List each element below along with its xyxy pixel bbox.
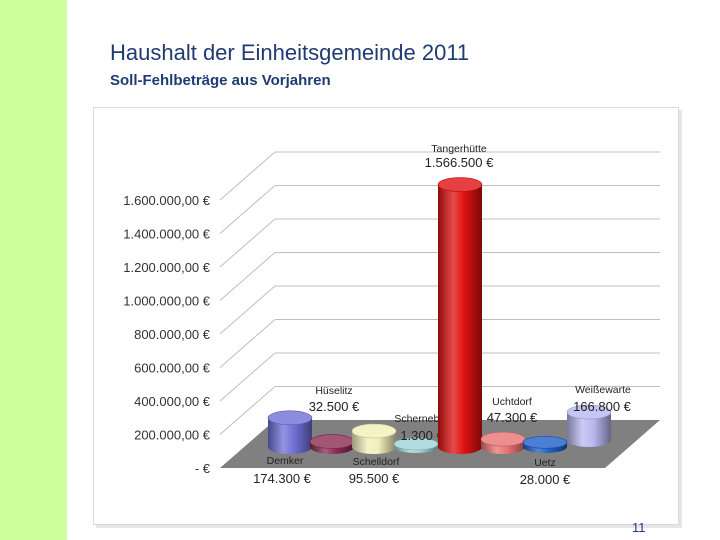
gridline-depth [219,218,276,268]
bar-demker [268,417,312,454]
gridline-depth [219,285,276,335]
value-label: 95.500 € [349,471,400,486]
y-tick-label: 1.400.000,00 € [123,227,211,242]
value-label: 47.300 € [487,410,538,425]
category-label: Uchtdorf [492,396,532,408]
category-label: Hüselitz [315,385,352,397]
y-tick-label: 800.000,00 € [134,327,211,342]
value-label: 174.300 € [253,471,312,486]
category-label: Schelldorf [353,456,400,468]
bar-top-wei-ewarte [566,404,612,420]
gridline-depth [219,386,276,435]
bar-top-uchtdorf [480,431,526,447]
bar-tangerh-tte [438,184,482,454]
category-label: Tangerhütte [431,143,487,155]
gridline-depth [219,319,276,368]
gridline-depth [219,352,276,402]
gridline-depth [219,185,276,234]
gridline-depth [219,151,276,201]
gridline-depth [219,252,276,301]
bar-top-demker [267,410,313,426]
y-tick-label: 1.600.000,00 € [123,193,211,208]
slide-subtitle: Soll-Fehlbeträge aus Vorjahren [110,72,331,89]
category-label: Demker [267,455,304,467]
bar-top-h-selitz [309,434,355,449]
value-label: 1.300 € [400,428,444,443]
value-label: 28.000 € [520,472,571,487]
y-tick-label: 1.000.000,00 € [123,294,211,309]
y-tick-label: 200.000,00 € [134,428,211,443]
bar-top-uetz [522,436,568,449]
value-label: 1.566.500 € [425,155,494,170]
y-tick-label: 1.200.000,00 € [123,260,211,275]
value-label: 166.800 € [573,399,632,414]
y-tick-label: - € [195,461,211,476]
page-number: 11 [632,520,646,535]
bar-wei-ewarte [567,412,611,447]
slide-title: Haushalt der Einheitsgemeinde 2011 [110,40,470,65]
value-label: 32.500 € [309,399,360,414]
y-tick-label: 600.000,00 € [134,361,211,376]
bar-top-tangerh-tte [437,177,483,192]
y-tick-label: 400.000,00 € [134,394,211,409]
left-accent-band [0,0,67,540]
bar-top-schelldorf [351,423,397,439]
category-label: Uetz [534,457,556,469]
category-label: Weißewarte [575,384,631,396]
